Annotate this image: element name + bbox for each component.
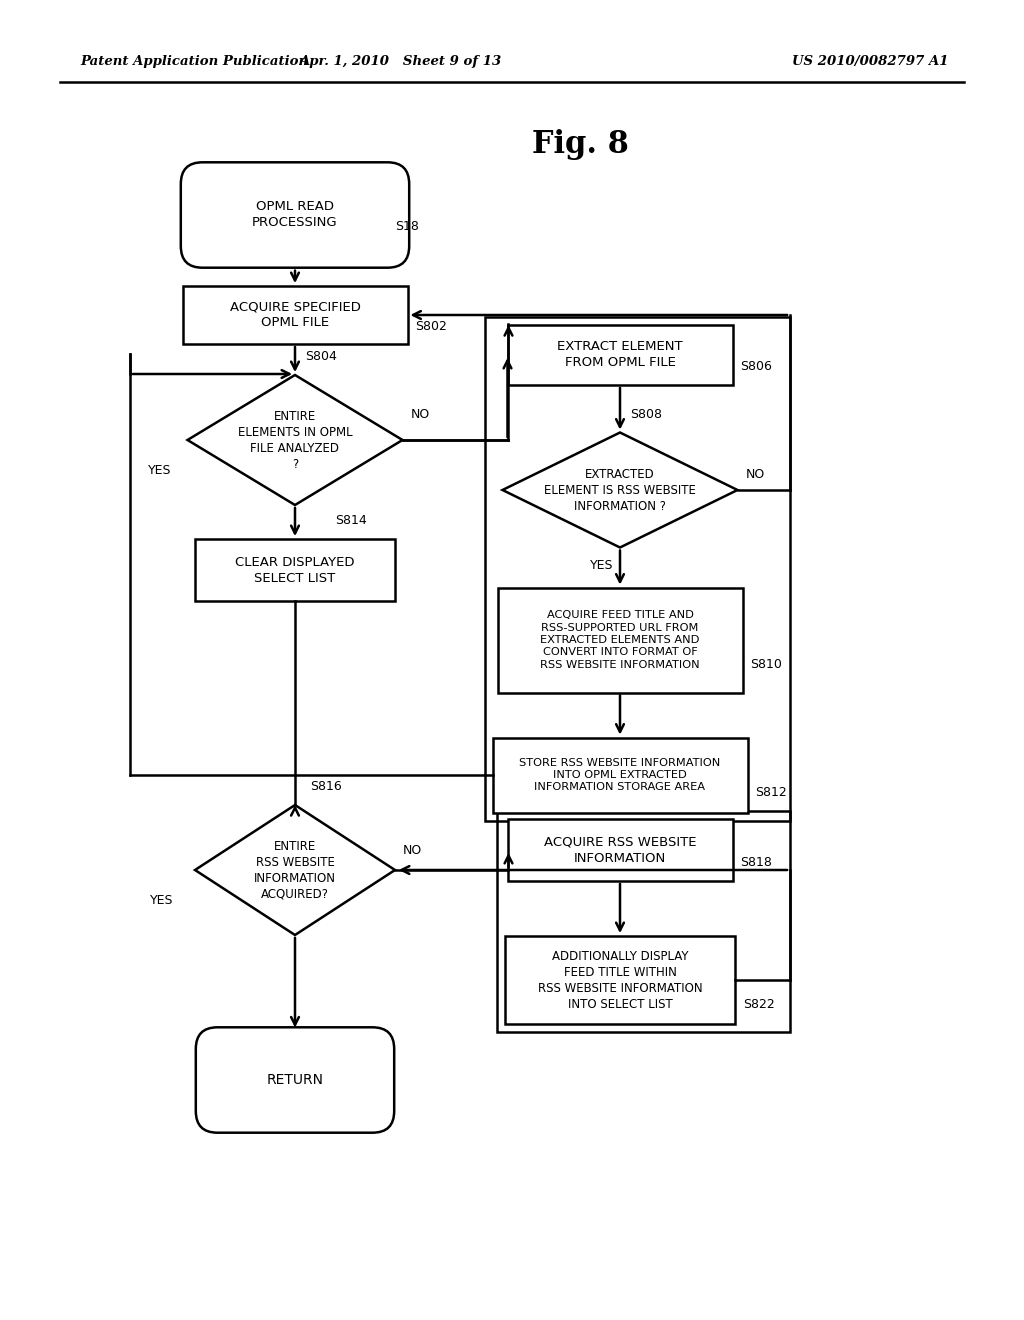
Text: US 2010/0082797 A1: US 2010/0082797 A1	[792, 55, 948, 69]
Polygon shape	[503, 433, 737, 548]
Text: Apr. 1, 2010   Sheet 9 of 13: Apr. 1, 2010 Sheet 9 of 13	[299, 55, 501, 69]
Bar	[493, 738, 748, 813]
Text: S812: S812	[756, 787, 787, 800]
Text: YES: YES	[590, 558, 613, 572]
Text: S818: S818	[740, 855, 772, 869]
Bar	[497, 810, 790, 1032]
Bar	[195, 539, 395, 601]
Text: S806: S806	[740, 360, 772, 374]
Bar	[508, 325, 732, 385]
Bar	[508, 818, 732, 880]
Bar	[505, 936, 735, 1024]
Text: S804: S804	[305, 351, 337, 363]
Text: S816: S816	[310, 780, 342, 793]
Bar	[484, 317, 790, 821]
Text: ACQUIRE RSS WEBSITE
INFORMATION: ACQUIRE RSS WEBSITE INFORMATION	[544, 836, 696, 865]
Text: S814: S814	[335, 515, 367, 528]
Text: ADDITIONALLY DISPLAY
FEED TITLE WITHIN
RSS WEBSITE INFORMATION
INTO SELECT LIST: ADDITIONALLY DISPLAY FEED TITLE WITHIN R…	[538, 949, 702, 1011]
Text: ENTIRE
ELEMENTS IN OPML
FILE ANALYZED
?: ENTIRE ELEMENTS IN OPML FILE ANALYZED ?	[238, 409, 352, 470]
FancyBboxPatch shape	[196, 1027, 394, 1133]
Text: S822: S822	[743, 998, 775, 1011]
Bar	[182, 286, 408, 345]
Text: EXTRACT ELEMENT
FROM OPML FILE: EXTRACT ELEMENT FROM OPML FILE	[557, 341, 683, 370]
Text: ACQUIRE FEED TITLE AND
RSS-SUPPORTED URL FROM
EXTRACTED ELEMENTS AND
CONVERT INT: ACQUIRE FEED TITLE AND RSS-SUPPORTED URL…	[541, 610, 699, 669]
Text: NO: NO	[411, 408, 430, 421]
Text: ACQUIRE SPECIFIED
OPML FILE: ACQUIRE SPECIFIED OPML FILE	[229, 301, 360, 330]
Text: NO: NO	[403, 843, 422, 857]
Text: OPML READ
PROCESSING: OPML READ PROCESSING	[252, 201, 338, 230]
Text: Patent Application Publication: Patent Application Publication	[80, 55, 308, 69]
Text: YES: YES	[147, 463, 171, 477]
Text: CLEAR DISPLAYED
SELECT LIST: CLEAR DISPLAYED SELECT LIST	[236, 556, 354, 585]
Text: NO: NO	[745, 469, 765, 482]
Text: EXTRACTED
ELEMENT IS RSS WEBSITE
INFORMATION ?: EXTRACTED ELEMENT IS RSS WEBSITE INFORMA…	[544, 467, 696, 512]
Text: S810: S810	[751, 659, 782, 672]
Text: S808: S808	[630, 408, 662, 421]
Text: S802: S802	[416, 321, 447, 334]
Text: STORE RSS WEBSITE INFORMATION
INTO OPML EXTRACTED
INFORMATION STORAGE AREA: STORE RSS WEBSITE INFORMATION INTO OPML …	[519, 758, 721, 792]
FancyBboxPatch shape	[181, 162, 410, 268]
Bar	[498, 587, 742, 693]
Polygon shape	[195, 805, 395, 935]
Text: ENTIRE
RSS WEBSITE
INFORMATION
ACQUIRED?: ENTIRE RSS WEBSITE INFORMATION ACQUIRED?	[254, 840, 336, 900]
Text: YES: YES	[150, 894, 173, 907]
Text: S18: S18	[395, 220, 420, 234]
Text: RETURN: RETURN	[266, 1073, 324, 1086]
Text: Fig. 8: Fig. 8	[531, 129, 629, 161]
Polygon shape	[187, 375, 402, 506]
